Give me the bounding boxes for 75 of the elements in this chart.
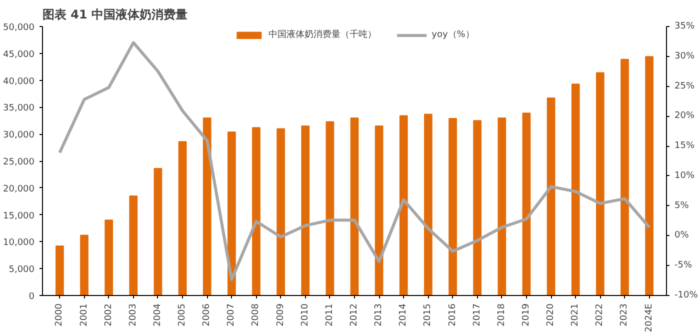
bar — [104, 220, 114, 296]
x-tick-label: 2009 — [276, 303, 286, 326]
x-tick-label: 2014 — [398, 303, 409, 326]
y-tick-label: 15,000 — [3, 211, 35, 222]
y2-tick-label: 10% — [674, 170, 695, 181]
bar — [350, 117, 359, 296]
y2-tick-label: -5% — [674, 260, 692, 271]
y-tick-label: 50,000 — [3, 23, 35, 33]
bar — [596, 72, 604, 296]
y2-tick-label: 30% — [674, 51, 695, 62]
bar — [202, 117, 212, 296]
y2-tick-label: -10% — [674, 290, 698, 300]
x-tick-label: 2004 — [152, 303, 163, 326]
bar — [473, 120, 482, 296]
x-tick-label: 2003 — [128, 304, 138, 326]
x-tick-label: 2020 — [546, 303, 556, 326]
bar — [129, 195, 138, 296]
y-tick-label: 0 — [28, 292, 35, 302]
x-tick-label: 2002 — [104, 304, 114, 326]
x-tick-label: 2016 — [448, 303, 458, 326]
x-tick-label: 2007 — [226, 304, 237, 326]
x-tick-label: 2018 — [496, 303, 507, 326]
x-tick-label: 2000 — [54, 303, 65, 326]
bar — [301, 126, 310, 296]
y-tick-label: 45,000 — [3, 50, 35, 60]
bar — [178, 141, 187, 296]
x-tick-label: 2015 — [423, 304, 434, 326]
x-tick-label: 2023 — [620, 304, 630, 326]
x-tick-label: 2008 — [251, 303, 262, 326]
chart-title: 图表 41 中国液体奶消费量 — [42, 8, 188, 22]
x-tick-label: 2019 — [521, 303, 532, 326]
bar — [571, 84, 580, 296]
y-tick-label: 10,000 — [3, 238, 35, 248]
line-series — [58, 41, 651, 281]
x-tick-label: 2021 — [570, 304, 581, 326]
bar — [227, 131, 236, 296]
y-tick-label: 5,000 — [8, 265, 35, 276]
bar — [252, 127, 260, 296]
bar — [276, 128, 285, 296]
y-tick-label: 35,000 — [3, 104, 35, 114]
bar — [374, 126, 384, 296]
bar — [154, 168, 162, 296]
x-tick-label: 2005 — [178, 304, 188, 326]
bar — [546, 98, 556, 296]
x-tick-label: 2001 — [79, 304, 90, 326]
x-tick-label: 2013 — [374, 304, 384, 326]
bar — [80, 234, 88, 296]
x-tick-label: 2024E — [644, 303, 654, 332]
y2-tick-label: 5% — [674, 200, 690, 211]
y-tick-label: 40,000 — [3, 76, 35, 87]
y2-tick-label: 35% — [674, 22, 695, 32]
x-tick-label: 2022 — [595, 304, 606, 326]
x-tick-label: 2017 — [472, 304, 482, 326]
y2-tick-label: 20% — [674, 111, 695, 122]
bar — [645, 56, 654, 296]
y2-tick-label: 0% — [674, 230, 690, 241]
bar — [620, 58, 629, 296]
x-tick-label: 2010 — [300, 303, 310, 326]
y2-tick-label: 25% — [674, 81, 695, 92]
legend-label: 中国液体奶消费量（千吨） — [268, 28, 377, 41]
y-tick-label: 20,000 — [3, 184, 35, 194]
y-tick-label: 30,000 — [3, 130, 35, 141]
bar — [498, 117, 506, 296]
x-tick-label: 2012 — [350, 304, 360, 326]
bar — [522, 112, 531, 296]
y-tick-label: 25,000 — [3, 158, 35, 168]
x-tick-label: 2006 — [202, 303, 212, 326]
bar — [399, 115, 408, 296]
legend-label: yoy（%） — [432, 29, 474, 41]
bar — [56, 246, 64, 296]
y2-tick-label: 15% — [674, 141, 695, 152]
bar — [448, 118, 457, 296]
bar — [326, 121, 334, 296]
bar — [424, 114, 432, 296]
x-tick-label: 2011 — [324, 304, 335, 326]
